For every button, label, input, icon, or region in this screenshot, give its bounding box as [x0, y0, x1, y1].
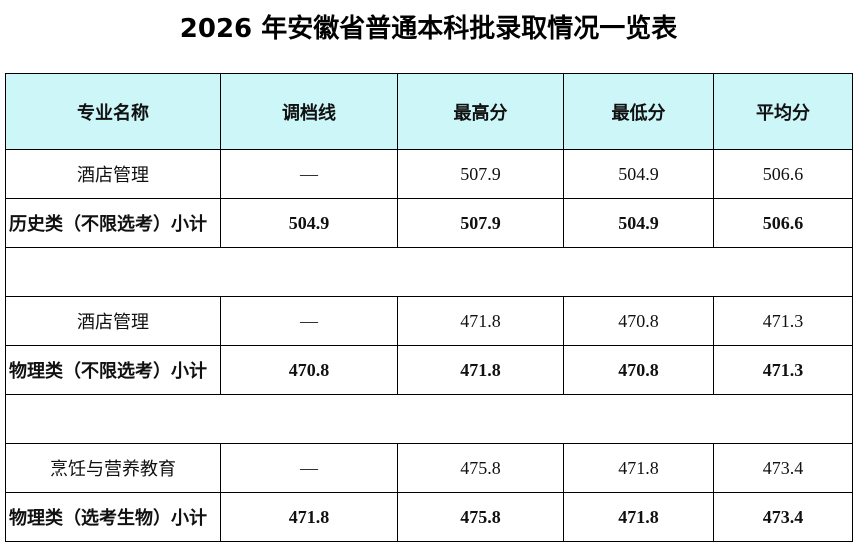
- score-cell: 504.9: [563, 149, 714, 199]
- header-cell: 最高分: [397, 73, 564, 150]
- score-cell: 470.8: [563, 345, 714, 395]
- subtotal-row: 物理类（选考生物）小计 471.8 475.8 471.8 473.4: [5, 492, 853, 542]
- score-cell: 471.8: [220, 492, 398, 542]
- score-cell: 506.6: [713, 149, 853, 199]
- score-cell: —: [220, 296, 398, 346]
- score-cell: 471.8: [563, 492, 714, 542]
- separator-cell: [5, 394, 853, 444]
- row-label: 历史类（不限选考）小计: [5, 198, 221, 248]
- separator-cell: [5, 247, 853, 297]
- score-cell: 504.9: [220, 198, 398, 248]
- header-cell: 平均分: [713, 73, 853, 150]
- score-cell: 470.8: [563, 296, 714, 346]
- score-cell: 506.6: [713, 198, 853, 248]
- separator-row: [5, 247, 853, 297]
- score-cell: —: [220, 443, 398, 493]
- data-row: 酒店管理 —471.8 470.8 471.3: [5, 296, 853, 346]
- score-cell: 471.3: [713, 296, 853, 346]
- row-label: 酒店管理: [5, 149, 221, 199]
- score-cell: 473.4: [713, 492, 853, 542]
- score-cell: —: [220, 149, 398, 199]
- score-cell: 507.9: [397, 149, 564, 199]
- header-cell: 调档线: [220, 73, 398, 150]
- subtotal-row: 历史类（不限选考）小计 504.9 507.9 504.9 506.6: [5, 198, 853, 248]
- row-label: 酒店管理: [5, 296, 221, 346]
- score-cell: 475.8: [397, 492, 564, 542]
- score-cell: 507.9: [397, 198, 564, 248]
- score-cell: 471.3: [713, 345, 853, 395]
- header-cell: 专业名称: [5, 73, 221, 150]
- subtotal-row: 物理类（不限选考）小计 470.8 471.8 470.8 471.3: [5, 345, 853, 395]
- row-label: 烹饪与营养教育: [5, 443, 221, 493]
- data-row: 酒店管理 —507.9 504.9 506.6: [5, 149, 853, 199]
- score-cell: 473.4: [713, 443, 853, 493]
- data-row: 烹饪与营养教育 —475.8 471.8 473.4: [5, 443, 853, 493]
- score-cell: 471.8: [397, 296, 564, 346]
- score-table: 专业名称 调档线 最高分 最低分 平均分 酒店管理 —507.9 504.9 506.6 历史类（…: [5, 73, 853, 542]
- score-cell: 475.8: [397, 443, 564, 493]
- header-row: 专业名称 调档线 最高分 最低分 平均分: [5, 73, 853, 150]
- row-label: 物理类（选考生物）小计: [5, 492, 221, 542]
- score-cell: 471.8: [563, 443, 714, 493]
- score-cell: 470.8: [220, 345, 398, 395]
- row-label: 物理类（不限选考）小计: [5, 345, 221, 395]
- score-cell: 471.8: [397, 345, 564, 395]
- header-cell: 最低分: [563, 73, 714, 150]
- score-cell: 504.9: [563, 198, 714, 248]
- separator-row: [5, 394, 853, 444]
- page-title: 2026 年安徽省普通本科批录取情况一览表: [179, 14, 678, 44]
